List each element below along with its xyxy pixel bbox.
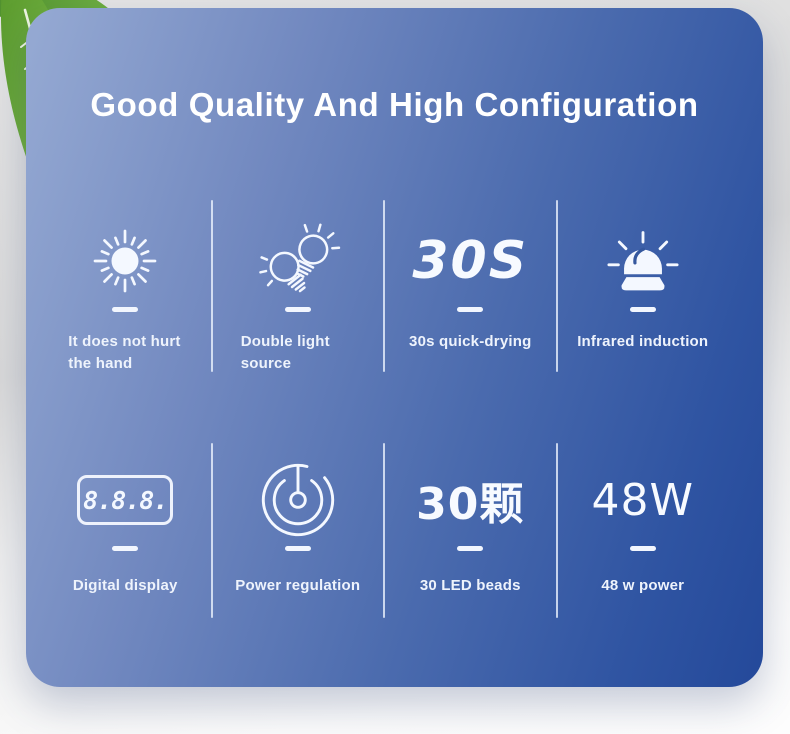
double-bulb-icon	[258, 223, 340, 292]
big-value-30s: 30S	[412, 230, 529, 291]
underline-dash	[112, 307, 139, 312]
feature-double-light: Double light source	[210, 192, 385, 375]
underline-dash	[284, 546, 311, 551]
card-title: Good Quality And High Configuration	[90, 86, 699, 123]
feature-label: It does not hurt the hand	[68, 333, 181, 372]
power-knob-icon	[261, 463, 334, 537]
feature-label: 48 w power	[601, 577, 685, 594]
underline-dash	[457, 546, 484, 551]
feature-30s: 30S 30s quick-drying	[383, 192, 557, 375]
digital-display-icon: 8.8.8.	[77, 475, 174, 525]
feature-row-1: It does not hurt the hand	[39, 192, 729, 375]
feature-label: Digital display	[72, 577, 178, 594]
underline-dash	[284, 307, 311, 312]
feature-label: Infrared induction	[577, 333, 709, 350]
feature-digital-display: 8.8.8. Digital display	[39, 435, 212, 597]
feature-infrared: Infrared induction	[555, 192, 730, 375]
feature-row-2: 8.8.8. Digital display	[39, 435, 730, 618]
big-value-48w: 48W	[591, 474, 694, 526]
feature-power-regulation: Power regulation	[210, 435, 385, 618]
feature-label: Double light source	[240, 333, 330, 372]
feature-48w-power: 48W 48 w power	[555, 435, 730, 618]
underline-dash	[112, 546, 139, 551]
feature-no-hurt-hand: It does not hurt the hand	[39, 192, 212, 375]
feature-label: 30s quick-drying	[409, 333, 532, 350]
feature-label: Power regulation	[235, 577, 361, 594]
feature-label: 30 LED beads	[419, 577, 521, 594]
big-value-30-beads: 30颗	[416, 479, 525, 530]
underline-dash	[629, 307, 656, 312]
sun-icon	[93, 229, 157, 292]
feature-card: Good Quality And High Configuration	[26, 8, 763, 687]
siren-icon	[607, 230, 679, 290]
underline-dash	[457, 307, 484, 312]
underline-dash	[629, 546, 656, 551]
digital-display-value: 8.8.8.	[83, 485, 168, 515]
feature-led-beads: 30颗 30 LED beads	[383, 435, 557, 618]
